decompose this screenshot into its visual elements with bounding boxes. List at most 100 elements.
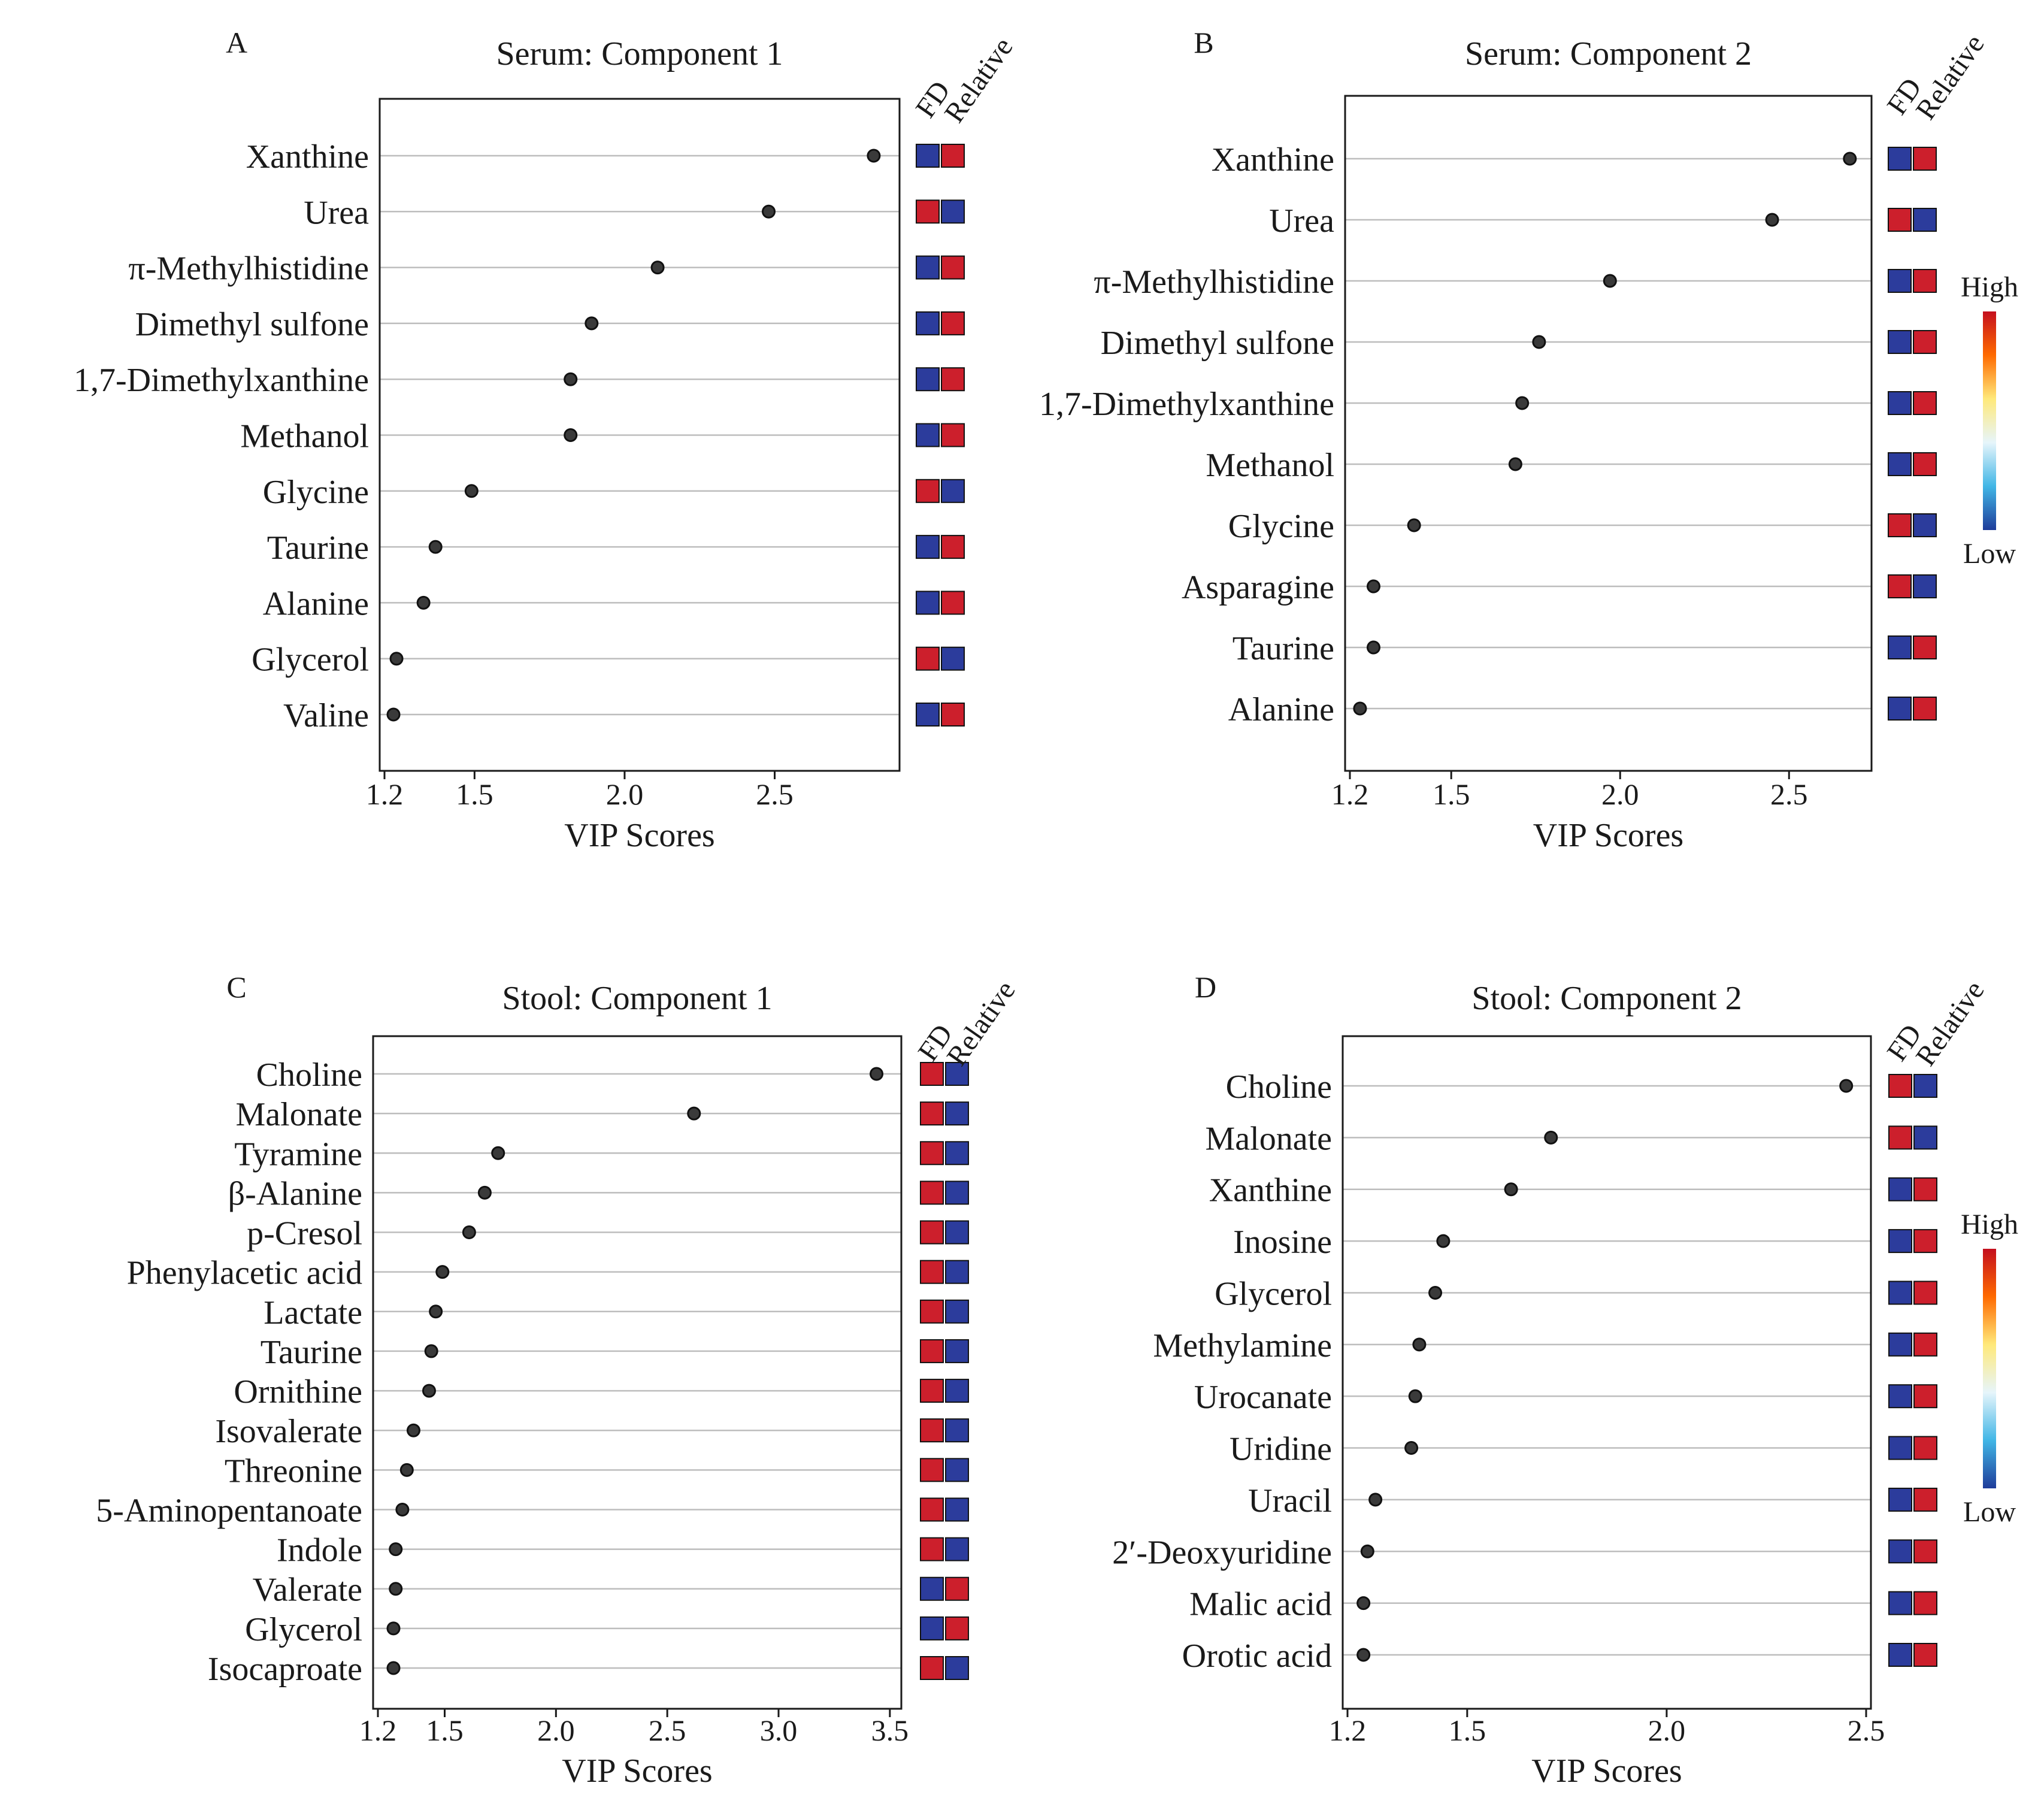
x-tick-label: 2.0 bbox=[537, 1714, 575, 1747]
data-point bbox=[1603, 274, 1617, 288]
relative-swatch bbox=[941, 591, 965, 615]
category-label: Choline bbox=[256, 1057, 362, 1094]
relative-header: Relative bbox=[1910, 975, 1991, 1071]
relative-header: Relative bbox=[941, 975, 1022, 1071]
category-label: Glycine bbox=[1228, 508, 1334, 545]
data-point bbox=[399, 1463, 414, 1477]
x-axis-label: VIP Scores bbox=[562, 1752, 712, 1790]
relative-swatch bbox=[1913, 574, 1937, 598]
category-label: Ornithine bbox=[234, 1373, 362, 1410]
x-tick-label: 2.0 bbox=[1648, 1714, 1686, 1747]
chart-title: Stool: Component 2 bbox=[1471, 980, 1742, 1017]
relative-swatch bbox=[1913, 1591, 1937, 1615]
relative-header: Relative bbox=[938, 32, 1019, 128]
data-point bbox=[386, 1661, 401, 1675]
data-point bbox=[429, 1304, 443, 1319]
category-label: Inosine bbox=[1233, 1224, 1332, 1261]
data-point bbox=[870, 1067, 884, 1081]
relative-swatch bbox=[945, 1458, 969, 1482]
relative-swatch bbox=[1913, 1074, 1937, 1098]
category-label: Urocanate bbox=[1194, 1379, 1332, 1416]
category-label: Glycerol bbox=[1215, 1275, 1332, 1312]
relative-swatch bbox=[1913, 1436, 1937, 1460]
relative-swatch bbox=[941, 479, 965, 503]
relative-header: Relative bbox=[1910, 29, 1991, 125]
data-point bbox=[1368, 1493, 1383, 1507]
fd-swatch bbox=[1888, 1487, 1912, 1512]
x-tick-label: 1.2 bbox=[1329, 1714, 1367, 1747]
fd-swatch bbox=[920, 1260, 944, 1284]
data-point bbox=[424, 1344, 438, 1358]
x-axis-label: VIP Scores bbox=[564, 817, 714, 854]
data-point bbox=[1366, 579, 1380, 594]
x-tick-label: 2.0 bbox=[1601, 777, 1639, 811]
relative-swatch bbox=[945, 1220, 969, 1245]
x-tick-label: 1.5 bbox=[1449, 1714, 1486, 1747]
category-label: Methanol bbox=[1206, 447, 1334, 484]
category-label: Choline bbox=[1226, 1069, 1332, 1106]
category-label: Taurine bbox=[267, 529, 369, 567]
data-point bbox=[1544, 1130, 1558, 1145]
fd-swatch bbox=[916, 255, 940, 280]
fd-swatch bbox=[1888, 1074, 1912, 1098]
fd-swatch bbox=[1888, 1436, 1912, 1460]
fd-swatch bbox=[916, 479, 940, 503]
data-point bbox=[867, 149, 881, 163]
category-label: Alanine bbox=[263, 585, 369, 622]
relative-swatch bbox=[945, 1339, 969, 1363]
relative-swatch bbox=[1913, 513, 1937, 537]
panel-b: B Serum: Component 2 Xanthine Urea π-Methylh… bbox=[1039, 26, 2018, 854]
fd-swatch bbox=[920, 1458, 944, 1482]
relative-swatch bbox=[945, 1656, 969, 1680]
data-point bbox=[1408, 1389, 1422, 1403]
x-tick-label: 1.2 bbox=[366, 777, 404, 811]
fd-swatch bbox=[1888, 574, 1912, 598]
category-label: Taurine bbox=[1233, 630, 1334, 667]
fd-swatch bbox=[920, 1339, 944, 1363]
relative-swatch bbox=[945, 1576, 969, 1601]
relative-swatch bbox=[941, 144, 965, 168]
relative-swatch bbox=[1913, 391, 1937, 415]
category-label: Malonate bbox=[1206, 1120, 1332, 1157]
fd-swatch bbox=[916, 535, 940, 559]
fd-swatch bbox=[1888, 330, 1912, 354]
data-point bbox=[389, 1542, 403, 1557]
panel-c: C Stool: Component 1 CholineMalonateTyrami… bbox=[96, 970, 1021, 1790]
fd-swatch bbox=[920, 1537, 944, 1561]
x-tick-label: 1.5 bbox=[426, 1714, 464, 1747]
relative-swatch bbox=[945, 1497, 969, 1522]
fd-swatch bbox=[1888, 1591, 1912, 1615]
fd-swatch bbox=[1888, 1125, 1912, 1150]
category-label: Threonine bbox=[225, 1452, 362, 1490]
scale-high-label: High bbox=[1961, 1209, 2018, 1240]
relative-swatch bbox=[941, 367, 965, 392]
data-point bbox=[1436, 1234, 1451, 1248]
relative-swatch bbox=[1913, 697, 1937, 721]
relative-swatch bbox=[1913, 330, 1937, 354]
relative-swatch bbox=[1913, 1539, 1937, 1564]
data-point bbox=[564, 428, 578, 442]
category-label: Taurine bbox=[261, 1334, 362, 1371]
category-label: Methylamine bbox=[1153, 1327, 1332, 1364]
fd-swatch bbox=[1888, 147, 1912, 171]
category-label: Dimethyl sulfone bbox=[1101, 325, 1334, 362]
chart-title: Stool: Component 1 bbox=[502, 980, 772, 1017]
fd-swatch bbox=[916, 646, 940, 671]
relative-swatch bbox=[1913, 1229, 1937, 1254]
data-point bbox=[1404, 1441, 1419, 1455]
relative-swatch bbox=[1913, 1281, 1937, 1305]
category-label: Orotic acid bbox=[1182, 1637, 1332, 1675]
category-label: Lactate bbox=[264, 1294, 362, 1331]
category-label: Methanol bbox=[240, 418, 369, 455]
relative-swatch bbox=[1913, 1643, 1937, 1667]
relative-swatch bbox=[1913, 269, 1937, 293]
category-label: π-Methylhistidine bbox=[128, 250, 369, 287]
fd-swatch bbox=[1888, 513, 1912, 537]
x-tick-label: 2.5 bbox=[1848, 1714, 1885, 1747]
category-label: Uracil bbox=[1248, 1482, 1332, 1520]
data-point bbox=[1366, 640, 1380, 655]
category-label: Urea bbox=[304, 194, 369, 231]
plot-frame bbox=[1342, 1035, 1872, 1710]
x-axis-label: VIP Scores bbox=[1531, 1752, 1682, 1790]
relative-swatch bbox=[941, 703, 965, 727]
